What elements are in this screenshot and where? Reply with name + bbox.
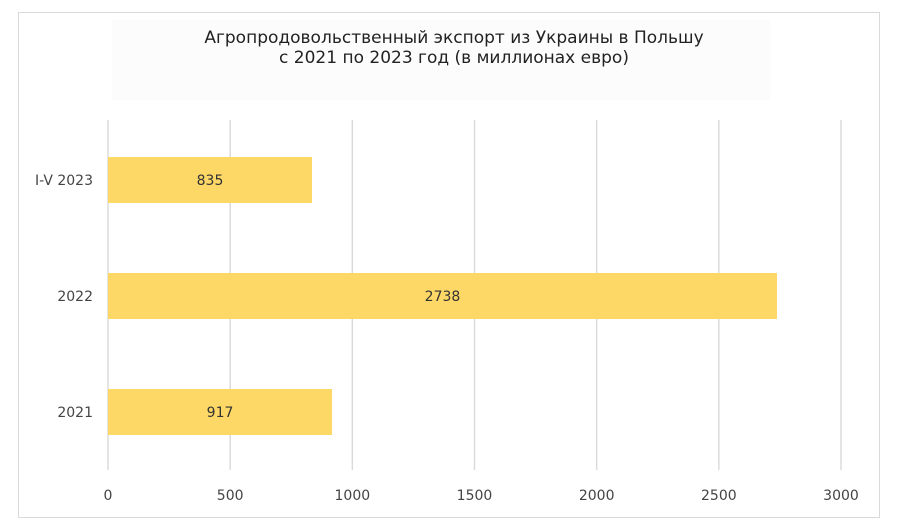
data-labels: 835 2738 917 [197, 173, 461, 421]
x-axis-ticks: 0 500 1000 1500 2000 2500 3000 [104, 488, 859, 504]
category-label: 2021 [57, 405, 93, 421]
x-tick-label: 1500 [457, 488, 493, 504]
chart-title-line-1: Агропродовольственный экспорт из Украины… [204, 28, 704, 48]
y-axis-categories: I-V 2023 2022 2021 [35, 173, 93, 421]
category-label: 2022 [57, 289, 93, 305]
x-tick-label: 2500 [701, 488, 737, 504]
title-band [112, 20, 770, 100]
data-label: 835 [197, 173, 224, 189]
chart-title-line-2: с 2021 по 2023 год (в миллионах евро) [279, 48, 629, 68]
data-label: 917 [207, 405, 234, 421]
bar [108, 157, 313, 203]
x-tick-label: 0 [104, 488, 113, 504]
bars [108, 157, 777, 435]
x-tick-label: 2000 [579, 488, 615, 504]
data-label: 2738 [425, 289, 461, 305]
x-tick-label: 3000 [823, 488, 859, 504]
category-label: I-V 2023 [35, 173, 93, 189]
chart-title: Агропродовольственный экспорт из Украины… [0, 28, 908, 68]
x-tick-label: 500 [217, 488, 244, 504]
bar [108, 273, 777, 319]
x-tick-label: 1000 [335, 488, 371, 504]
bar [108, 389, 333, 435]
